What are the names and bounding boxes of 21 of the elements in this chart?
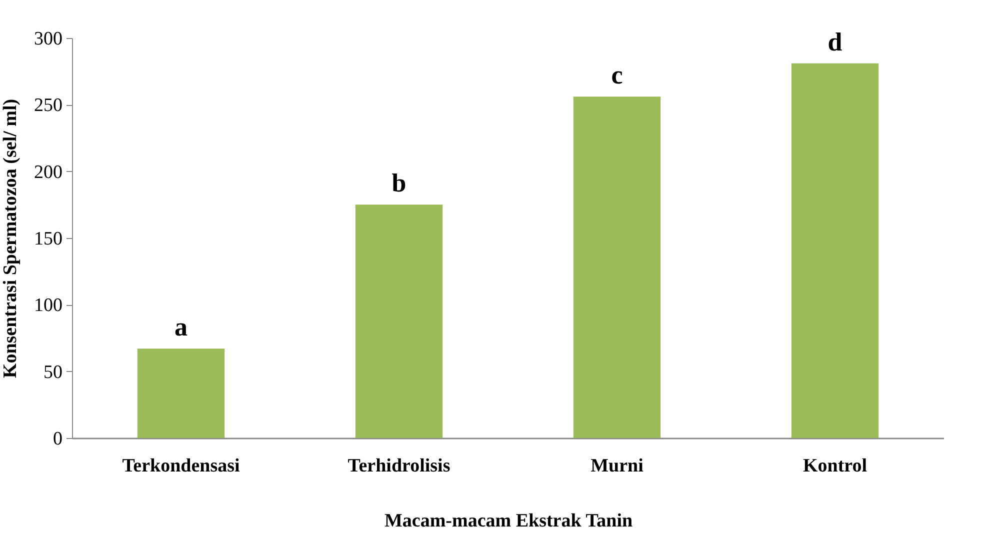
y-tick-label: 100 (34, 295, 62, 316)
annotation: a (174, 312, 188, 342)
annotation: c (611, 60, 623, 90)
bar (137, 348, 225, 438)
y-tick-label: 250 (34, 95, 62, 116)
bar (355, 204, 443, 438)
y-tick-label: 200 (34, 162, 62, 183)
annotation: b (392, 168, 406, 198)
x-tick-label: Murni (590, 456, 644, 476)
y-tick-label: 300 (34, 28, 62, 50)
bar (573, 96, 661, 438)
x-axis-title: Macam-macam Ekstrak Tanin (384, 510, 633, 532)
y-tick-label: 50 (44, 362, 62, 383)
x-tick-label: Terkondensasi (122, 456, 240, 476)
y-axis-title: Konsentrasi Spermatozoa (sel/ ml) (0, 98, 21, 378)
y-tick-label: 150 (34, 228, 62, 250)
y-tick-label: 0 (53, 428, 62, 450)
x-tick-label: Terhidrolisis (348, 456, 450, 476)
x-tick-label: Kontrol (802, 456, 868, 476)
annotation: d (828, 27, 843, 56)
bar (791, 63, 879, 438)
